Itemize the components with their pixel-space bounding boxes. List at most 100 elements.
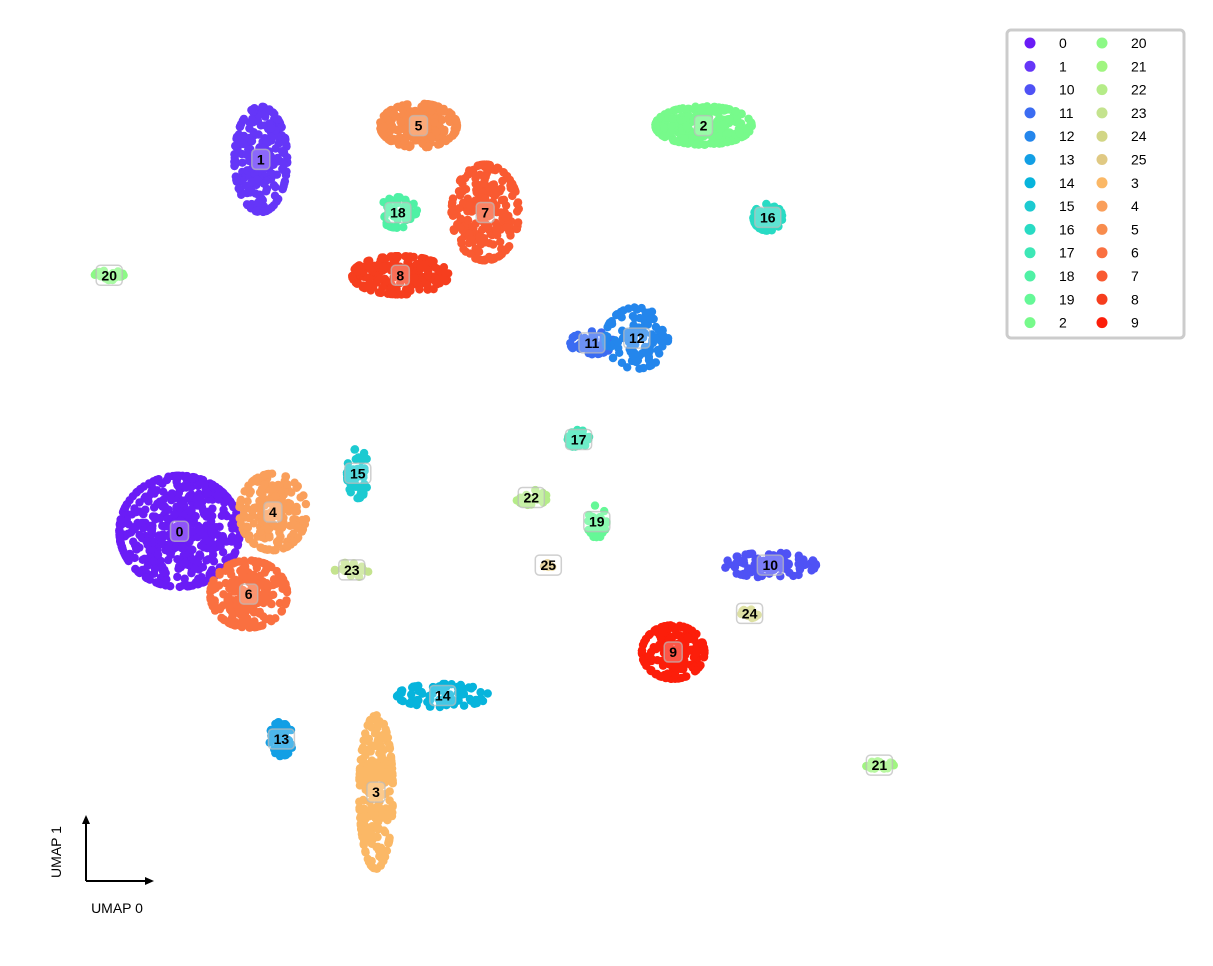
point-cluster-3 xyxy=(373,772,383,782)
point-cluster-3 xyxy=(362,745,371,755)
point-cluster-9 xyxy=(692,646,701,655)
point-cluster-21 xyxy=(880,762,889,771)
legend-label: 24 xyxy=(1131,128,1147,144)
point-cluster-0 xyxy=(197,479,207,488)
point-cluster-0 xyxy=(128,523,138,532)
point-cluster-0 xyxy=(185,513,194,523)
point-cluster-8 xyxy=(379,254,388,263)
point-cluster-6 xyxy=(278,584,287,593)
point-cluster-3 xyxy=(384,810,393,819)
x-axis-label: UMAP 0 xyxy=(91,900,143,916)
point-cluster-4 xyxy=(245,531,254,540)
cluster-label-box xyxy=(735,602,764,625)
point-cluster-9 xyxy=(659,656,668,666)
point-cluster-4 xyxy=(283,480,292,489)
point-cluster-1 xyxy=(262,206,271,216)
cluster-label-1: 1 xyxy=(251,148,271,171)
cluster-label-8: 8 xyxy=(390,264,411,287)
point-cluster-0 xyxy=(164,543,174,552)
cluster-label-box xyxy=(251,148,271,171)
cluster-label-22: 22 xyxy=(517,486,546,509)
point-cluster-2 xyxy=(680,134,689,144)
point-cluster-7 xyxy=(481,172,490,181)
point-cluster-3 xyxy=(366,805,375,814)
point-cluster-4 xyxy=(301,499,311,509)
point-cluster-3 xyxy=(387,764,397,773)
point-cluster-0 xyxy=(174,482,183,491)
point-cluster-7 xyxy=(495,251,505,260)
point-cluster-6 xyxy=(206,593,215,602)
point-cluster-17 xyxy=(584,435,593,444)
point-cluster-15 xyxy=(356,463,366,473)
point-cluster-23 xyxy=(330,565,340,575)
point-cluster-2 xyxy=(667,121,676,130)
point-cluster-16 xyxy=(758,211,768,220)
point-cluster-10 xyxy=(795,564,804,573)
point-cluster-6 xyxy=(225,560,235,569)
point-cluster-2 xyxy=(710,102,719,112)
point-cluster-9 xyxy=(657,672,666,681)
point-cluster-9 xyxy=(647,666,656,676)
point-cluster-0 xyxy=(162,475,172,485)
point-cluster-8 xyxy=(432,277,441,287)
cluster-label-box xyxy=(475,201,495,224)
y-axis-arrowhead xyxy=(82,815,90,824)
point-cluster-0 xyxy=(166,582,175,591)
point-cluster-12 xyxy=(659,331,668,340)
point-cluster-7 xyxy=(508,191,517,201)
point-cluster-0 xyxy=(179,543,188,552)
point-cluster-10 xyxy=(773,557,782,566)
point-cluster-4 xyxy=(249,503,259,513)
point-cluster-1 xyxy=(235,122,245,131)
legend-item-6: 6 xyxy=(1096,245,1139,261)
cluster-label-box xyxy=(623,327,651,349)
point-cluster-6 xyxy=(267,599,276,609)
point-cluster-13 xyxy=(273,718,283,727)
point-cluster-8 xyxy=(423,266,433,275)
point-cluster-7 xyxy=(488,197,498,207)
point-cluster-1 xyxy=(230,150,239,159)
point-cluster-0 xyxy=(149,557,158,566)
cluster-label-text: 12 xyxy=(629,330,645,346)
point-cluster-12 xyxy=(630,303,639,312)
point-cluster-18 xyxy=(395,193,404,202)
legend-marker xyxy=(1096,270,1108,282)
cluster-label-text: 5 xyxy=(415,118,423,134)
cluster-label-25: 25 xyxy=(534,554,563,576)
point-cluster-7 xyxy=(514,218,523,227)
cluster-label-17: 17 xyxy=(564,428,593,451)
legend-item-10: 10 xyxy=(1024,82,1075,98)
point-cluster-4 xyxy=(278,522,287,531)
point-cluster-4 xyxy=(256,527,265,537)
point-cluster-9 xyxy=(675,621,684,630)
point-cluster-1 xyxy=(242,200,252,209)
point-cluster-14 xyxy=(398,696,408,706)
point-cluster-1 xyxy=(235,136,244,146)
point-cluster-4 xyxy=(265,533,274,542)
point-cluster-18 xyxy=(399,223,408,232)
point-cluster-10 xyxy=(794,570,803,580)
legend-marker xyxy=(1024,293,1036,305)
point-cluster-0 xyxy=(206,524,216,533)
legend-marker xyxy=(1096,200,1108,212)
legend-marker xyxy=(1024,270,1036,282)
point-cluster-7 xyxy=(465,166,474,175)
point-cluster-15 xyxy=(350,445,360,454)
point-cluster-0 xyxy=(180,558,189,567)
axis-indicator: UMAP 0 UMAP 1 xyxy=(48,815,154,916)
point-cluster-9 xyxy=(698,639,708,648)
legend-label: 14 xyxy=(1059,175,1075,191)
point-cluster-0 xyxy=(148,512,158,521)
legend-marker xyxy=(1096,293,1108,305)
point-cluster-4 xyxy=(264,525,273,534)
point-cluster-8 xyxy=(388,290,397,299)
cluster-label-text: 2 xyxy=(700,118,708,134)
legend-label: 6 xyxy=(1131,245,1139,261)
point-cluster-14 xyxy=(457,686,467,696)
point-cluster-0 xyxy=(175,582,184,592)
cluster-label-24: 24 xyxy=(735,602,764,625)
cluster-label-box xyxy=(693,114,714,137)
point-cluster-8 xyxy=(431,263,440,272)
cluster-label-11: 11 xyxy=(578,332,606,354)
legend-label: 5 xyxy=(1131,221,1139,237)
